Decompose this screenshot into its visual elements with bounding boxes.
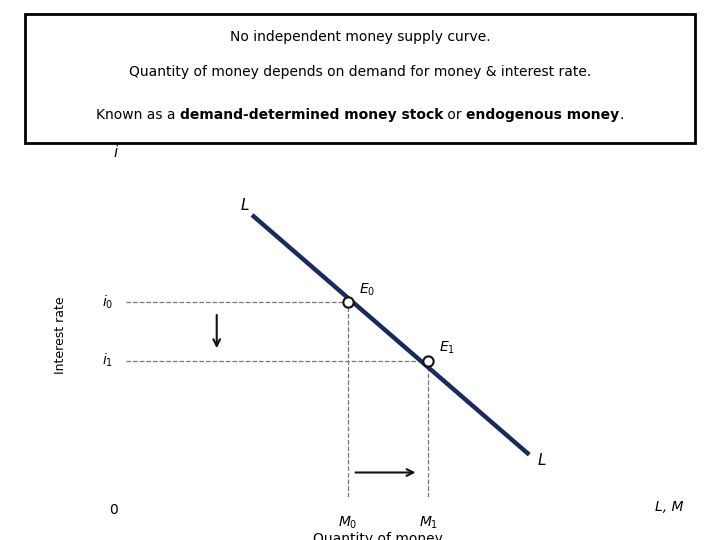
Point	[423, 356, 434, 365]
Text: $E_0$: $E_0$	[359, 281, 375, 298]
FancyBboxPatch shape	[25, 14, 695, 143]
Text: Known as a: Known as a	[96, 107, 180, 122]
Text: $i_0$: $i_0$	[102, 294, 113, 311]
Text: $M_1$: $M_1$	[419, 515, 438, 531]
Text: Interest rate: Interest rate	[54, 296, 67, 374]
Text: 0: 0	[109, 503, 118, 517]
Text: i: i	[114, 145, 118, 160]
Text: No independent money supply curve.: No independent money supply curve.	[230, 30, 490, 44]
Text: or: or	[444, 107, 467, 122]
Text: L: L	[240, 198, 248, 213]
Text: $M_0$: $M_0$	[338, 515, 358, 531]
Text: $E_1$: $E_1$	[439, 340, 456, 356]
Text: Quantity of money: Quantity of money	[313, 532, 443, 540]
Text: .: .	[619, 107, 624, 122]
Text: demand-determined money stock: demand-determined money stock	[180, 107, 444, 122]
Text: L, M: L, M	[655, 500, 684, 514]
Point	[342, 298, 354, 307]
Text: Quantity of money depends on demand for money & interest rate.: Quantity of money depends on demand for …	[129, 65, 591, 79]
Text: L: L	[538, 453, 546, 468]
Text: endogenous money: endogenous money	[467, 107, 619, 122]
Text: $i_1$: $i_1$	[102, 352, 113, 369]
